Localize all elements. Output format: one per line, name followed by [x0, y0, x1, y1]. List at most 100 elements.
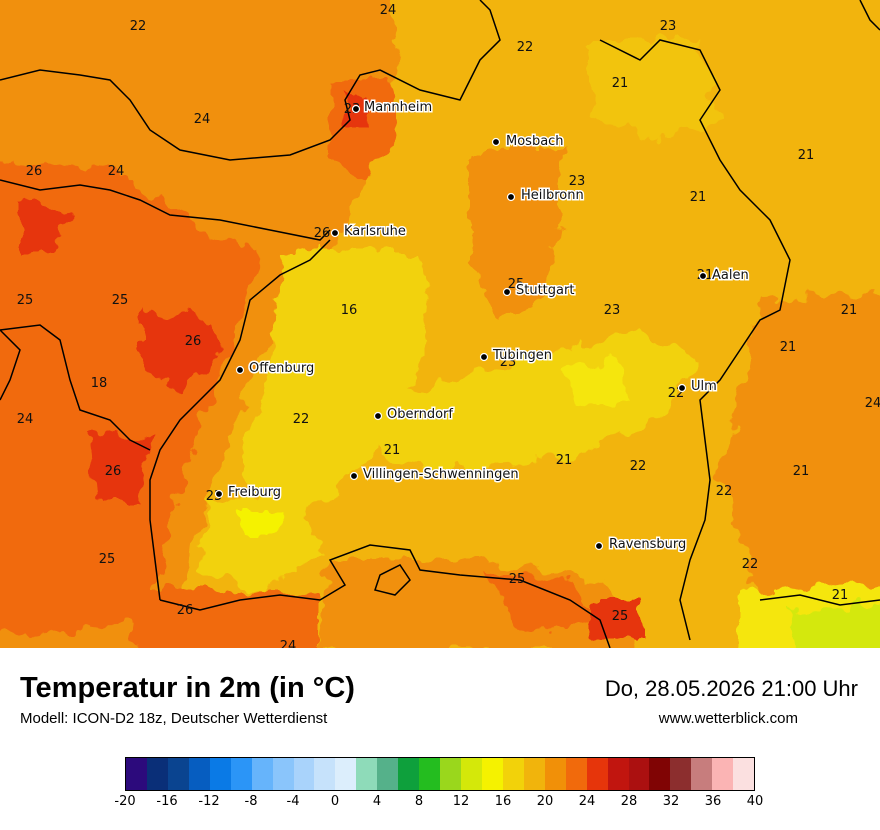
color-swatch: [523, 758, 545, 790]
color-swatch: [272, 758, 294, 790]
scale-tick-label: 36: [704, 794, 722, 809]
scale-tick-label: -16: [156, 794, 178, 809]
value-label: 24: [108, 164, 125, 179]
scale-tick-label: 8: [414, 794, 424, 809]
city-villingen-schwenningen[interactable]: Villingen-Schwenningen: [349, 466, 520, 484]
color-swatch: [440, 758, 461, 790]
color-swatch: [586, 758, 608, 790]
svg-text:Mosbach: Mosbach: [506, 134, 564, 149]
value-label: 22: [630, 459, 647, 474]
color-swatch: [398, 758, 420, 790]
svg-text:Offenburg: Offenburg: [249, 361, 314, 376]
color-scale-bar: [125, 757, 755, 791]
color-scale-ticks: -20 -16 -12 -8 -4 0 4 8 12 16 20 24 28 32 36 40: [114, 794, 763, 814]
map-title: Temperatur in 2m (in °C): [20, 672, 355, 704]
color-swatch: [419, 758, 441, 790]
value-label: 23: [500, 355, 517, 370]
scale-tick-label: 40: [746, 794, 764, 809]
value-label: 22: [293, 412, 310, 427]
value-label: 21: [832, 588, 849, 603]
value-label: 25: [99, 552, 116, 567]
value-label: 21: [612, 76, 629, 91]
svg-text:Mannheim: Mannheim: [364, 100, 432, 115]
value-label: 23: [604, 303, 621, 318]
temperature-field: [0, 0, 880, 648]
city-karlsruhe[interactable]: Karlsruhe: [330, 223, 407, 241]
scale-tick-label: -4: [286, 794, 300, 809]
city-offenburg[interactable]: Offenburg: [235, 360, 316, 378]
scale-tick-label: -20: [114, 794, 136, 809]
value-label: 21: [798, 148, 815, 163]
svg-text:Tübingen: Tübingen: [492, 348, 552, 363]
svg-text:Oberndorf: Oberndorf: [387, 407, 453, 422]
value-label: 16: [341, 303, 358, 318]
value-label: 26: [26, 164, 43, 179]
value-label: 25: [612, 609, 629, 624]
city-heilbronn[interactable]: Heilbronn: [506, 187, 585, 205]
color-swatch: [649, 758, 671, 790]
scale-tick-label: 32: [662, 794, 680, 809]
value-label: 24: [280, 639, 297, 648]
city-ravensburg[interactable]: Ravensburg: [594, 536, 688, 554]
city-freiburg[interactable]: Freiburg: [214, 484, 283, 502]
value-label: 21: [384, 443, 401, 458]
svg-text:Ulm: Ulm: [691, 379, 717, 394]
value-label: 23: [660, 19, 677, 34]
color-swatch: [481, 758, 503, 790]
scale-tick-label: 28: [620, 794, 638, 809]
value-label: 21: [780, 340, 797, 355]
city-stuttgart[interactable]: Stuttgart: [502, 282, 576, 300]
svg-text:Heilbronn: Heilbronn: [521, 188, 584, 203]
city-oberndorf[interactable]: Oberndorf: [373, 406, 455, 424]
value-label: 25: [17, 293, 34, 308]
color-swatch: [628, 758, 650, 790]
value-label: 21: [556, 453, 573, 468]
color-swatch: [712, 758, 734, 790]
svg-text:Stuttgart: Stuttgart: [516, 283, 574, 298]
city-markers: Mannheim Mosbach Heilbronn Karlsruhe Stu…: [214, 99, 750, 554]
value-label: 25: [508, 277, 525, 292]
temperature-values: 24 22 22 23 21 24 26 24 21 21 23 26 25 2…: [17, 3, 880, 648]
value-label: 26: [177, 603, 194, 618]
scale-tick-label: 4: [372, 794, 382, 809]
color-swatch: [126, 758, 147, 790]
value-label: 22: [716, 484, 733, 499]
scale-tick-label: 24: [578, 794, 596, 809]
scale-tick-label: -12: [198, 794, 220, 809]
svg-text:Karlsruhe: Karlsruhe: [344, 224, 406, 239]
city-tuebingen[interactable]: Tübingen: [479, 347, 554, 365]
value-label: 26: [314, 226, 331, 241]
city-aalen[interactable]: Aalen: [698, 267, 750, 285]
value-label: 21: [793, 464, 810, 479]
scale-tick-label: 0: [330, 794, 340, 809]
color-swatch: [230, 758, 252, 790]
color-swatch: [188, 758, 210, 790]
color-swatch: [146, 758, 168, 790]
svg-text:Ravensburg: Ravensburg: [609, 537, 686, 552]
city-mosbach[interactable]: Mosbach: [491, 133, 565, 151]
scale-tick-label: 20: [536, 794, 554, 809]
state-borders: [0, 0, 880, 648]
color-swatch: [544, 758, 566, 790]
value-label: 26: [185, 334, 202, 349]
value-label: 24: [17, 412, 34, 427]
svg-text:Aalen: Aalen: [712, 268, 749, 283]
scale-tick-label: -8: [244, 794, 258, 809]
temperature-map: 24 22 22 23 21 24 26 24 21 21 23 26 25 2…: [0, 0, 880, 648]
color-swatch: [251, 758, 273, 790]
value-label: 21: [841, 303, 858, 318]
value-label: 25: [509, 572, 526, 587]
color-swatch: [167, 758, 189, 790]
value-label: 25: [112, 293, 129, 308]
website-link[interactable]: www.wetterblick.com: [658, 710, 798, 727]
city-ulm[interactable]: Ulm: [677, 378, 718, 396]
value-label: 22: [130, 19, 147, 34]
svg-text:Freiburg: Freiburg: [228, 485, 281, 500]
color-swatch: [670, 758, 692, 790]
value-label: 24: [194, 112, 211, 127]
scale-tick-label: 12: [452, 794, 470, 809]
color-swatch: [356, 758, 378, 790]
value-label: 26: [105, 464, 122, 479]
value-label: 24: [865, 396, 880, 411]
city-mannheim[interactable]: Mannheim: [351, 99, 434, 117]
